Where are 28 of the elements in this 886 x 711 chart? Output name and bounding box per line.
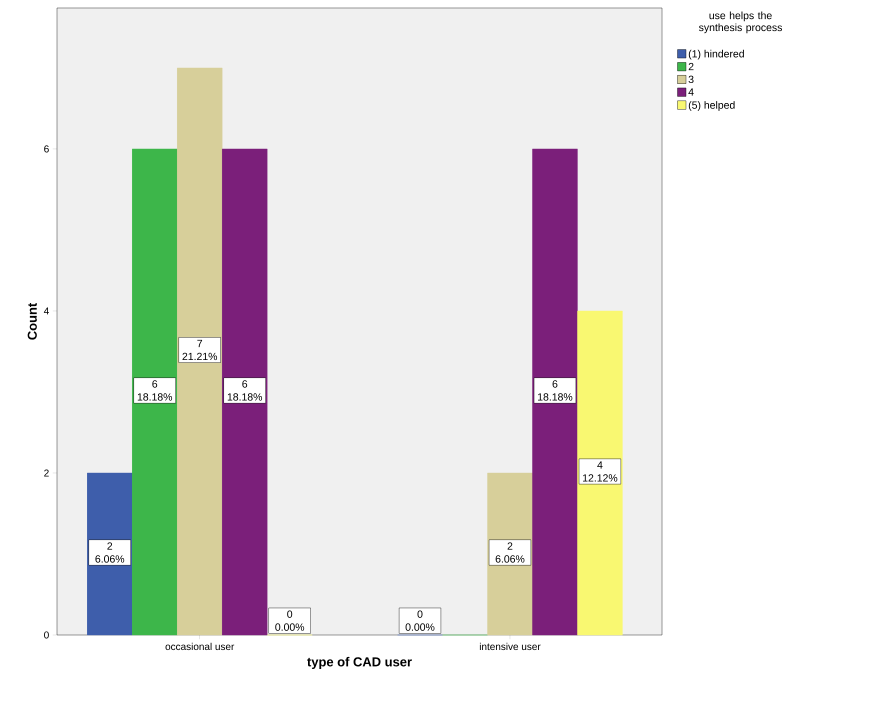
data-label: 6 18.18%	[228, 380, 262, 401]
bar	[177, 68, 222, 636]
y-tick-label: 0	[44, 631, 49, 639]
x-tick-label: occasional user	[166, 642, 234, 650]
y-tick-label: 2	[44, 470, 49, 476]
bar	[132, 148, 178, 636]
data-label: 6 18.18%	[138, 380, 172, 401]
data-label: 4 12.12%	[583, 461, 618, 482]
legend-label: 3	[688, 76, 694, 84]
y-axis-title: Count	[28, 302, 37, 340]
legend-title: use helps the synthesis process	[698, 12, 782, 34]
bar	[222, 148, 268, 636]
bar	[532, 148, 578, 636]
y-tick-label: 6	[44, 145, 49, 152]
data-label: 0 0.00%	[406, 610, 434, 631]
legend-label: (1) hindered	[688, 50, 744, 60]
x-axis-title: type of CAD user	[307, 656, 412, 669]
legend-label: (5) helped	[688, 101, 735, 111]
x-tick-label: intensive user	[480, 642, 541, 650]
data-label: 0 0.00%	[275, 610, 304, 631]
data-label: 2 6.06%	[95, 542, 124, 563]
legend-label: 4	[688, 88, 694, 96]
legend-label: 2	[688, 62, 694, 70]
bar	[577, 310, 623, 636]
data-label: 7 21.21%	[182, 340, 218, 360]
data-label: 6 18.18%	[538, 380, 572, 401]
y-tick-label: 4	[44, 308, 49, 314]
data-label: 2 6.06%	[496, 542, 524, 563]
